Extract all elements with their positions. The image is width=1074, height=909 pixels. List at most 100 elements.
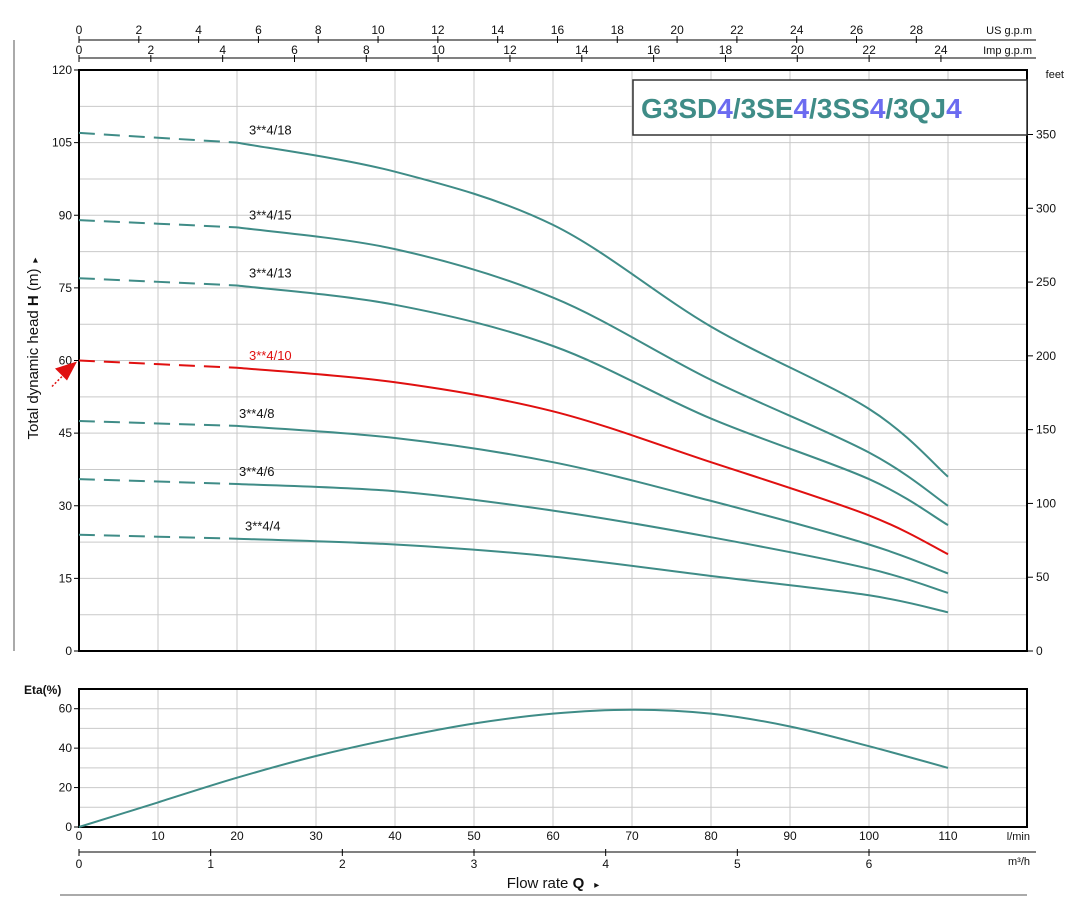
eta-ytick-label: 20 <box>59 781 73 795</box>
imp-gpm-tick-label: 12 <box>503 43 517 57</box>
us-gpm-tick-label: 8 <box>315 23 322 37</box>
us-gpm-tick-label: 26 <box>850 23 864 37</box>
m3h-axis-label: m³/h <box>1008 856 1030 868</box>
us-gpm-tick-label: 20 <box>670 23 684 37</box>
model-title: G3SD4/3SE4/3SS4/3QJ4 <box>641 93 962 124</box>
imp-gpm-tick-label: 4 <box>219 43 226 57</box>
lmin-tick-label: 110 <box>938 829 957 843</box>
highlight-arrow-icon <box>55 361 77 381</box>
eta-axis-title: Eta(%) <box>24 683 61 697</box>
head-curve-label: 3**4/18 <box>249 123 292 138</box>
us-gpm-tick-label: 10 <box>371 23 385 37</box>
head-ytick-label: 60 <box>59 354 73 368</box>
model-title-part: 4 <box>794 93 810 124</box>
feet-tick-label: 0 <box>1036 644 1043 658</box>
imp-gpm-tick-label: 6 <box>291 43 298 57</box>
head-y-axis-title-unit: (m) <box>25 269 42 296</box>
lmin-tick-label: 0 <box>76 829 83 843</box>
eta-ytick-label: 60 <box>59 702 73 716</box>
lmin-tick-label: 80 <box>704 829 718 843</box>
head-ytick-label: 15 <box>59 571 73 585</box>
head-curve-dashed <box>78 277 238 287</box>
model-title-part: /3QJ <box>885 93 946 124</box>
head-ytick-label: 0 <box>65 644 72 658</box>
feet-tick-label: 350 <box>1036 127 1056 141</box>
us-gpm-tick-label: 14 <box>491 23 505 37</box>
imp-gpm-tick-label: 18 <box>719 43 733 57</box>
imp-gpm-tick-label: 10 <box>431 43 445 57</box>
head-curve-solid <box>236 284 949 526</box>
feet-tick-label: 100 <box>1036 496 1056 510</box>
head-curve-label: 3**4/13 <box>249 265 292 280</box>
us-gpm-tick-label: 16 <box>551 23 565 37</box>
imp-gpm-tick-label: 2 <box>147 43 154 57</box>
model-title-part: /3SS <box>809 93 870 124</box>
head-ytick-label: 45 <box>59 426 73 440</box>
head-curve-solid <box>236 366 949 556</box>
head-curve-dashed <box>78 533 238 540</box>
model-title-part: 4 <box>946 93 962 124</box>
head-curve-solid <box>236 483 949 594</box>
us-gpm-tick-label: 22 <box>730 23 744 37</box>
head-curve-label: 3**4/10 <box>249 348 292 363</box>
head-curve-solid <box>236 537 949 614</box>
lmin-tick-label: 90 <box>783 829 797 843</box>
feet-tick-label: 200 <box>1036 349 1056 363</box>
m3h-tick-label: 3 <box>471 857 478 871</box>
head-ytick-label: 30 <box>59 499 73 513</box>
eta-ytick-label: 40 <box>59 741 73 755</box>
lmin-tick-label: 10 <box>151 829 165 843</box>
feet-tick-label: 250 <box>1036 275 1056 289</box>
flow-rate-axis-title-text: Flow rate <box>507 875 573 892</box>
imp-gpm-tick-label: 14 <box>575 43 589 57</box>
head-y-axis-arrow: ▸ <box>30 258 41 263</box>
lmin-tick-label: 30 <box>309 829 323 843</box>
lmin-tick-label: 20 <box>230 829 244 843</box>
imp-gpm-tick-label: 22 <box>862 43 876 57</box>
m3h-tick-label: 5 <box>734 857 741 871</box>
flow-rate-axis-title: Flow rate Q ▸ <box>507 875 600 892</box>
head-ytick-label: 90 <box>59 208 73 222</box>
imp-gpm-tick-label: 24 <box>934 43 948 57</box>
feet-tick-label: 50 <box>1036 570 1050 584</box>
us-gpm-tick-label: 24 <box>790 23 804 37</box>
model-title-frame <box>632 79 1028 136</box>
head-curve-solid <box>236 226 949 507</box>
imp-gpm-axis-label: Imp g.p.m <box>983 45 1032 57</box>
m3h-tick-label: 0 <box>76 857 83 871</box>
head-curve-dashed <box>78 420 238 427</box>
us-gpm-tick-label: 18 <box>611 23 625 37</box>
eta-ytick-label: 0 <box>65 820 72 834</box>
m3h-tick-label: 1 <box>207 857 214 871</box>
head-grid <box>78 69 1028 652</box>
head-ytick-label: 120 <box>52 63 72 77</box>
eta-curve <box>78 708 949 828</box>
flow-rate-axis-title-symbol: Q <box>573 875 585 892</box>
lmin-tick-label: 50 <box>467 829 481 843</box>
head-ytick-label: 75 <box>59 281 73 295</box>
head-curve-dashed <box>78 131 238 144</box>
imp-gpm-tick-label: 8 <box>363 43 370 57</box>
model-title-box: G3SD4/3SE4/3SS4/3QJ4 <box>632 79 1028 136</box>
us-gpm-axis-label: US g.p.m <box>986 25 1032 37</box>
m3h-tick-label: 6 <box>866 857 873 871</box>
head-y-axis-title-symbol: H <box>25 295 42 306</box>
m3h-tick-label: 4 <box>602 857 609 871</box>
head-y-axis-title-text: Total dynamic head <box>25 306 42 439</box>
lmin-tick-label: 60 <box>546 829 560 843</box>
feet-tick-label: 150 <box>1036 423 1056 437</box>
lmin-tick-label: 40 <box>388 829 402 843</box>
head-curve-label: 3**4/6 <box>239 464 274 479</box>
us-gpm-tick-label: 0 <box>76 23 83 37</box>
head-curve-dashed <box>78 359 238 369</box>
head-ytick-label: 105 <box>52 136 72 150</box>
model-title-part: 4 <box>717 93 733 124</box>
head-curve-dashed <box>78 478 238 485</box>
lmin-tick-label: 70 <box>625 829 639 843</box>
m3h-tick-label: 2 <box>339 857 346 871</box>
us-gpm-tick-label: 4 <box>195 23 202 37</box>
us-gpm-tick-label: 2 <box>135 23 142 37</box>
head-y-axis-title: Total dynamic head H (m) ▸ <box>25 258 42 440</box>
model-title-part: 4 <box>870 93 886 124</box>
